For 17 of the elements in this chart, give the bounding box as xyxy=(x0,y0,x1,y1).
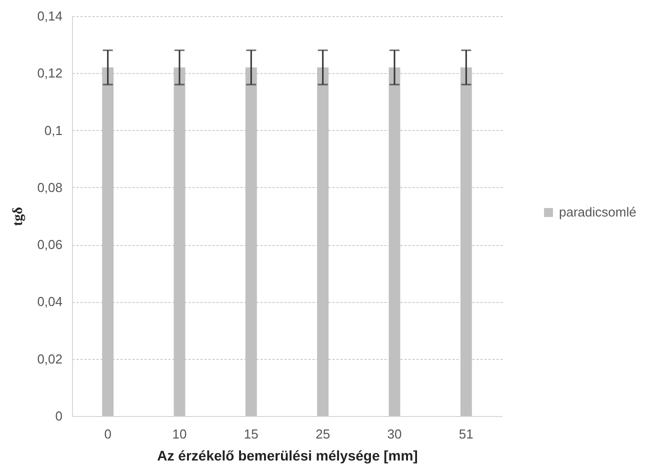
y-tick-label: 0,08 xyxy=(37,180,62,195)
legend-label: paradicsomlé xyxy=(559,204,636,220)
y-tick-label: 0,14 xyxy=(37,8,62,24)
y-tick-label: 0,06 xyxy=(37,237,62,252)
x-tick-label: 15 xyxy=(244,426,258,442)
x-tick-label: 30 xyxy=(387,426,402,442)
y-axis-title: tgδ xyxy=(11,207,26,226)
y-tick-label: 0,12 xyxy=(37,66,62,81)
y-tick-label: 0 xyxy=(55,408,62,424)
x-tick-label: 51 xyxy=(458,426,474,442)
x-tick-label: 0 xyxy=(104,426,112,442)
y-tick-label: 0,04 xyxy=(37,294,62,310)
x-tick-label: 10 xyxy=(172,426,187,442)
y-tick-label: 0,02 xyxy=(37,351,62,366)
x-tick-label: 25 xyxy=(316,426,330,442)
x-axis-title: Az érzékelő bemerülési mélysége [mm] xyxy=(157,448,418,464)
y-tick-label: 0,1 xyxy=(44,122,62,138)
